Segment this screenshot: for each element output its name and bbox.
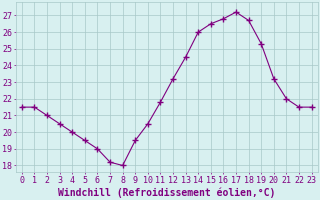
X-axis label: Windchill (Refroidissement éolien,°C): Windchill (Refroidissement éolien,°C) <box>58 187 276 198</box>
